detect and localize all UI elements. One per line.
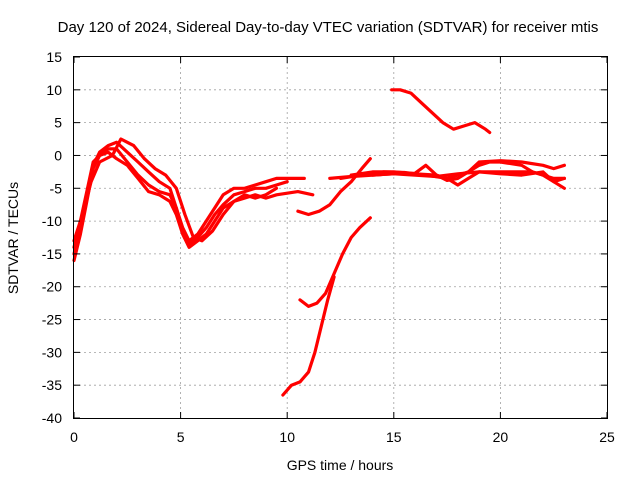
series-line-track-7 — [298, 216, 372, 308]
series-line-track-11 — [370, 170, 567, 184]
ticks — [73, 56, 608, 419]
y-tick-label: 5 — [54, 115, 62, 131]
y-tick-label: -25 — [42, 312, 62, 328]
y-tick-label: 15 — [46, 49, 62, 65]
y-tick-label: -30 — [42, 344, 62, 360]
series-layer — [72, 88, 567, 397]
tick-labels: 0 5 10 15 20 25 -40 -35 -30 -25 -20 -15 -10 -5 0 5 10 15 — [42, 49, 615, 445]
x-tick-label: 10 — [279, 429, 295, 445]
x-tick-label: 20 — [493, 429, 509, 445]
series-line-track-12 — [390, 88, 492, 135]
y-tick-label: 10 — [46, 82, 62, 98]
y-tick-label: -15 — [42, 246, 62, 262]
y-tick-label: 0 — [54, 147, 62, 163]
series-line-track-4 — [72, 137, 279, 243]
series-line-track-3 — [72, 150, 315, 249]
y-tick-label: -20 — [42, 279, 62, 295]
series-line-track-2 — [72, 140, 289, 256]
series-line-track-6 — [281, 275, 336, 397]
y-tick-label: -35 — [42, 377, 62, 393]
chart-title: Day 120 of 2024, Sidereal Day-to-day VTE… — [58, 19, 599, 36]
x-tick-label: 5 — [177, 429, 185, 445]
x-tick-label: 15 — [386, 429, 402, 445]
plot-frame — [73, 56, 608, 419]
series-line-track-5 — [296, 157, 372, 217]
x-tick-label: 0 — [70, 429, 78, 445]
y-axis-label: SDTVAR / TECUs — [5, 182, 21, 294]
x-axis-label: GPS time / hours — [287, 457, 394, 473]
y-tick-label: -5 — [50, 180, 63, 196]
y-tick-label: -40 — [42, 410, 62, 426]
x-tick-label: 25 — [599, 429, 615, 445]
y-tick-label: -10 — [42, 213, 62, 229]
grid — [74, 57, 607, 418]
